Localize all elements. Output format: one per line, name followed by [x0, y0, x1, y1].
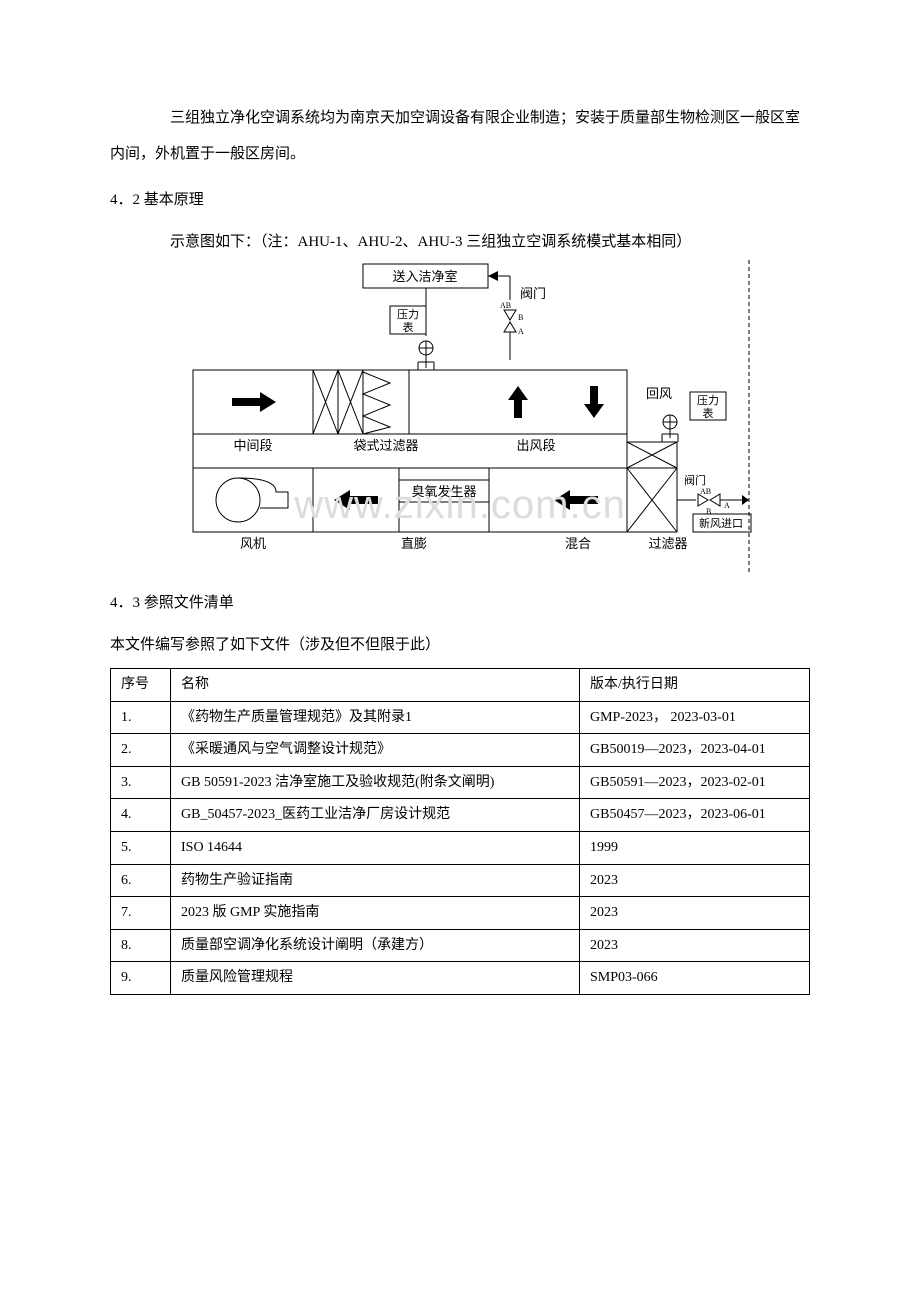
section-4-3-heading: 4．3 参照文件清单 — [110, 585, 810, 621]
table-cell-name: 《药物生产质量管理规范》及其附录1 — [171, 701, 580, 734]
table-cell-version: 1999 — [580, 831, 810, 864]
table-cell-seq: 3. — [111, 766, 171, 799]
table-cell-version: GB50591—2023，2023-02-01 — [580, 766, 810, 799]
label-valve-right: 阀门 — [684, 473, 706, 487]
table-cell-version: 2023 — [580, 864, 810, 897]
svg-text:过滤器: 过滤器 — [648, 536, 687, 551]
table-row: 5.ISO 146441999 — [111, 831, 810, 864]
table-cell-name: 2023 版 GMP 实施指南 — [171, 897, 580, 930]
svg-text:AB: AB — [500, 301, 511, 310]
table-cell-version: SMP03-066 — [580, 962, 810, 995]
table-cell-name: GB 50591-2023 洁净室施工及验收规范(附条文阐明) — [171, 766, 580, 799]
section-4-2-heading: 4．2 基本原理 — [110, 182, 810, 218]
svg-text:A: A — [724, 501, 730, 510]
table-cell-version: GB50457—2023，2023-06-01 — [580, 799, 810, 832]
table-cell-seq: 8. — [111, 929, 171, 962]
hvac-diagram-svg: 送入洁净室 阀门 AB B A 压力 表 — [168, 260, 753, 575]
table-row: 7.2023 版 GMP 实施指南2023 — [111, 897, 810, 930]
table-row: 4.GB_50457-2023_医药工业洁净厂房设计规范GB50457—2023… — [111, 799, 810, 832]
table-cell-name: 质量风险管理规程 — [171, 962, 580, 995]
table-row: 8.质量部空调净化系统设计阐明（承建方）2023 — [111, 929, 810, 962]
table-row: 6.药物生产验证指南2023 — [111, 864, 810, 897]
svg-text:臭氧发生器: 臭氧发生器 — [411, 484, 476, 499]
svg-text:B: B — [706, 507, 711, 516]
table-cell-name: GB_50457-2023_医药工业洁净厂房设计规范 — [171, 799, 580, 832]
label-to-clean: 送入洁净室 — [392, 269, 457, 284]
svg-text:出风段: 出风段 — [516, 438, 555, 453]
col-header-name: 名称 — [171, 669, 580, 702]
label-return-air: 回风 — [646, 386, 672, 401]
table-cell-seq: 9. — [111, 962, 171, 995]
table-cell-seq: 5. — [111, 831, 171, 864]
table-cell-seq: 4. — [111, 799, 171, 832]
col-header-version: 版本/执行日期 — [580, 669, 810, 702]
table-cell-version: 2023 — [580, 929, 810, 962]
table-cell-version: 2023 — [580, 897, 810, 930]
table-row: 2.《采暖通风与空气调整设计规范》GB50019—2023，2023-04-01 — [111, 734, 810, 767]
table-row: 9.质量风险管理规程SMP03-066 — [111, 962, 810, 995]
hvac-diagram: 送入洁净室 阀门 AB B A 压力 表 — [168, 260, 753, 575]
table-cell-seq: 2. — [111, 734, 171, 767]
table-cell-name: 《采暖通风与空气调整设计规范》 — [171, 734, 580, 767]
svg-text:A: A — [518, 327, 524, 336]
svg-text:中间段: 中间段 — [233, 438, 272, 453]
flow-arrow-icon — [232, 392, 276, 412]
svg-text:AB: AB — [700, 487, 711, 496]
left-arrow-icon — [334, 490, 378, 510]
svg-text:风机: 风机 — [239, 536, 265, 551]
svg-text:压力: 压力 — [397, 308, 419, 321]
reference-table: 序号 名称 版本/执行日期 1.《药物生产质量管理规范》及其附录1GMP-202… — [110, 668, 810, 995]
svg-text:B: B — [518, 313, 523, 322]
table-row: 1.《药物生产质量管理规范》及其附录1GMP-2023， 2023-03-01 — [111, 701, 810, 734]
table-cell-seq: 7. — [111, 897, 171, 930]
svg-text:直膨: 直膨 — [400, 536, 426, 551]
svg-text:表: 表 — [702, 406, 713, 420]
down-arrow-icon — [584, 386, 604, 418]
svg-text:袋式过滤器: 袋式过滤器 — [353, 438, 418, 453]
table-cell-name: 质量部空调净化系统设计阐明（承建方） — [171, 929, 580, 962]
table-header-row: 序号 名称 版本/执行日期 — [111, 669, 810, 702]
paragraph-intro: 三组独立净化空调系统均为南京天加空调设备有限企业制造；安装于质量部生物检测区一般… — [110, 100, 810, 172]
col-header-seq: 序号 — [111, 669, 171, 702]
diagram-caption: 示意图如下：（注：AHU-1、AHU-2、AHU-3 三组独立空调系统模式基本相… — [110, 224, 810, 260]
table-cell-seq: 1. — [111, 701, 171, 734]
up-arrow-icon — [508, 386, 528, 418]
ref-intro-text: 本文件编写参照了如下文件（涉及但不但限于此） — [110, 629, 810, 662]
label-fresh-air: 新风进口 — [699, 516, 743, 530]
svg-text:压力: 压力 — [697, 394, 719, 407]
table-row: 3.GB 50591-2023 洁净室施工及验收规范(附条文阐明)GB50591… — [111, 766, 810, 799]
table-cell-seq: 6. — [111, 864, 171, 897]
table-cell-version: GMP-2023， 2023-03-01 — [580, 701, 810, 734]
label-valve-top: 阀门 — [520, 286, 546, 301]
table-cell-name: 药物生产验证指南 — [171, 864, 580, 897]
table-cell-version: GB50019—2023，2023-04-01 — [580, 734, 810, 767]
svg-text:表: 表 — [402, 320, 413, 334]
svg-text:混合: 混合 — [564, 536, 590, 551]
table-cell-name: ISO 14644 — [171, 831, 580, 864]
